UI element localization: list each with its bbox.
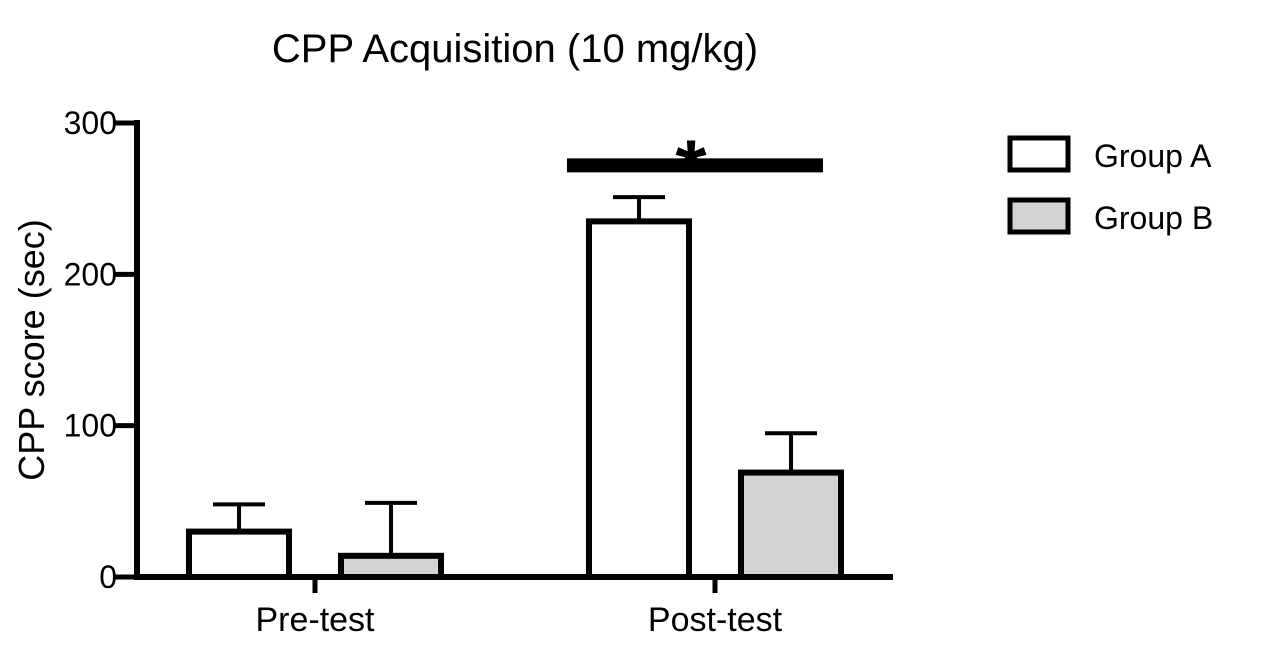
legend-swatch (1007, 135, 1071, 173)
legend-swatch (1007, 197, 1071, 235)
y-tick-label: 0 (99, 559, 117, 595)
y-tick-label: 300 (64, 105, 117, 141)
y-axis-label: CPP score (sec) (11, 219, 52, 480)
bar (738, 469, 844, 580)
significance-marker: * (675, 123, 707, 212)
x-tick-label: Post-test (648, 601, 783, 639)
y-tick-label: 100 (64, 408, 117, 444)
bar (338, 552, 444, 581)
plot-area: 0 100 200 300 Pre-test Post-test * (64, 105, 893, 639)
chart-title: CPP Acquisition (10 mg/kg) (272, 27, 758, 71)
legend-label: Group A (1094, 138, 1212, 174)
bar (586, 218, 692, 580)
x-tick-label: Pre-test (255, 601, 375, 639)
legend: Group A Group B (1007, 135, 1213, 236)
legend-label: Group B (1094, 200, 1213, 236)
y-tick-label: 200 (64, 256, 117, 292)
bar (186, 528, 292, 580)
